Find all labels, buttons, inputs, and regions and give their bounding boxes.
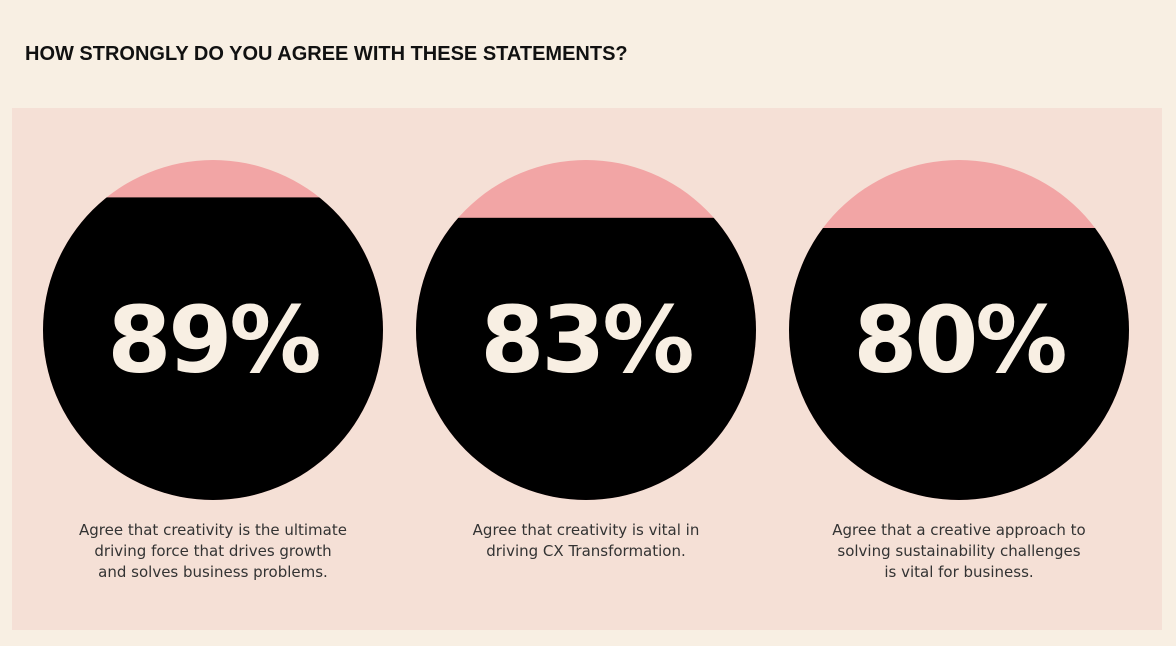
caption-line: and solves business problems.	[98, 563, 328, 581]
caption-line: is vital for business.	[884, 563, 1033, 581]
caption-line: driving force that drives growth	[94, 542, 331, 560]
caption-line: Agree that creativity is vital in	[473, 521, 700, 539]
fill-level	[43, 197, 383, 500]
chart-title: HOW STRONGLY DO YOU AGREE WITH THESE STA…	[25, 43, 628, 65]
value-label: 89%	[107, 287, 319, 394]
value-label: 83%	[480, 287, 692, 394]
caption-line: driving CX Transformation.	[486, 542, 686, 560]
value-label: 80%	[853, 287, 1065, 394]
fill-level	[789, 228, 1129, 500]
caption-line: Agree that a creative approach to	[832, 521, 1085, 539]
fill-level	[416, 217, 756, 500]
caption-line: Agree that creativity is the ultimate	[79, 521, 347, 539]
caption-line: solving sustainability challenges	[837, 542, 1080, 560]
